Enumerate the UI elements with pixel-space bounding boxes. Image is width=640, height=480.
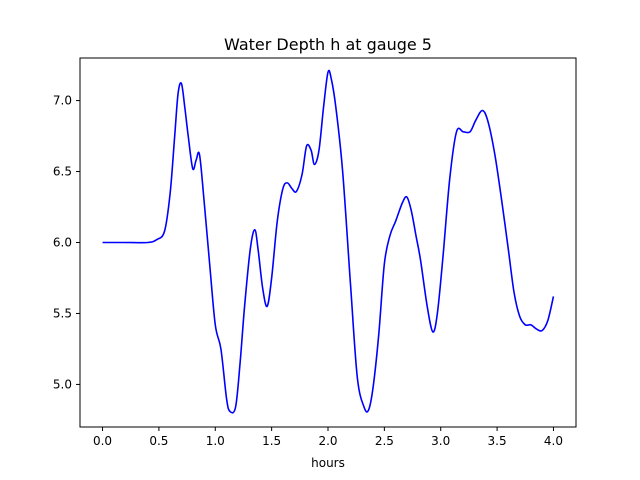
x-tick-label: 0.0	[93, 434, 112, 448]
series-layer	[102, 69, 555, 414]
y-tick-label: 5.5	[53, 306, 72, 320]
x-tick-label: 3.5	[488, 434, 507, 448]
chart-title: Water Depth h at gauge 5	[224, 35, 432, 54]
series-line	[102, 69, 555, 414]
x-tick-label: 1.5	[262, 434, 281, 448]
y-tick-label: 6.0	[53, 236, 72, 250]
x-tick-label: 2.5	[375, 434, 394, 448]
y-tick-label: 5.0	[53, 377, 72, 391]
x-axis: 0.0 0.5 1.0 1.5 2.0 2.5 3.0 3.5 4.0	[93, 427, 563, 448]
y-tick-label: 6.5	[53, 165, 72, 179]
y-axis: 5.0 5.5 6.0 6.5 7.0	[53, 94, 80, 391]
x-axis-label: hours	[311, 456, 345, 470]
x-tick-label: 0.5	[149, 434, 168, 448]
x-tick-label: 2.0	[318, 434, 337, 448]
x-tick-label: 3.0	[431, 434, 450, 448]
x-tick-label: 1.0	[206, 434, 225, 448]
y-tick-label: 7.0	[53, 94, 72, 108]
x-tick-label: 4.0	[544, 434, 563, 448]
